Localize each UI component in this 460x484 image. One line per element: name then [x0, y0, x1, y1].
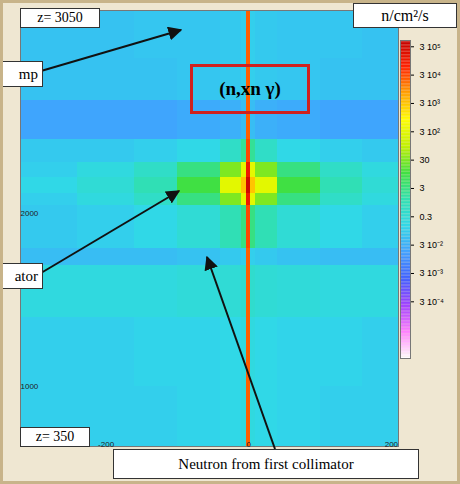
html-text:Neutron from first collimator: Neutron from first collimator — [178, 455, 354, 472]
svg-text:3 10⁻³: 3 10⁻³ — [420, 268, 444, 278]
svg-text:3 10⁵: 3 10⁵ — [420, 42, 442, 52]
svg-text:3 10²: 3 10² — [420, 127, 441, 137]
svg-text:2000: 2000 — [21, 209, 39, 218]
svg-text:3: 3 — [420, 183, 425, 193]
svg-text:3 10⁴: 3 10⁴ — [420, 70, 442, 80]
svg-text:-200: -200 — [98, 440, 115, 449]
svg-text:3 10³: 3 10³ — [420, 98, 441, 108]
html-text:z= 350: z= 350 — [35, 429, 75, 444]
svg-text:200: 200 — [385, 440, 399, 449]
html-text:(n,xn γ): (n,xn γ) — [219, 78, 281, 99]
html-text:z= 3050: z= 3050 — [37, 10, 83, 25]
html-text:ator: ator — [14, 267, 38, 284]
svg-text:0.3: 0.3 — [420, 212, 433, 222]
svg-text:0: 0 — [246, 440, 251, 449]
html-text:n/cm²/s: n/cm²/s — [381, 6, 429, 24]
svg-text:3 10⁻⁴: 3 10⁻⁴ — [420, 297, 445, 307]
svg-text:30: 30 — [420, 155, 430, 165]
svg-text:3 10⁻²: 3 10⁻² — [420, 240, 444, 250]
svg-text:1000: 1000 — [21, 382, 39, 391]
html-text:mp: mp — [18, 65, 38, 82]
